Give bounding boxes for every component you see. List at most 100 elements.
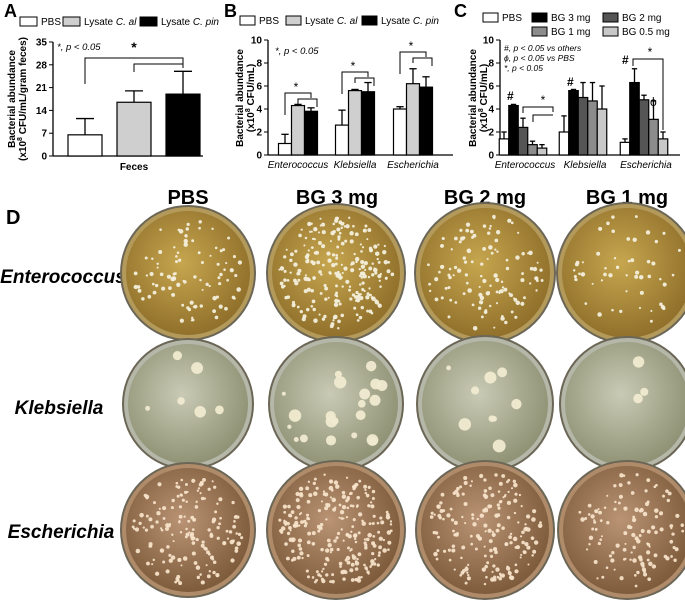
colony xyxy=(651,525,656,530)
colony xyxy=(596,577,599,580)
colony xyxy=(630,258,635,263)
colony xyxy=(180,478,184,482)
colony xyxy=(193,275,197,279)
colony xyxy=(178,520,181,524)
colony xyxy=(367,504,371,508)
colony xyxy=(358,268,361,271)
colony xyxy=(458,418,472,431)
colony xyxy=(526,545,531,550)
colony xyxy=(306,554,310,558)
chart-a-legend-swatch xyxy=(62,16,81,27)
colony xyxy=(290,510,295,515)
colony xyxy=(617,501,621,505)
colony xyxy=(491,570,494,574)
colony xyxy=(234,549,239,553)
colony xyxy=(531,554,534,557)
colony xyxy=(626,524,632,530)
colony xyxy=(520,301,525,306)
colony xyxy=(509,293,513,298)
colony xyxy=(626,237,631,241)
colony xyxy=(323,473,326,477)
colony xyxy=(281,391,286,396)
colony xyxy=(138,521,142,526)
chart-b-bracket xyxy=(297,98,318,107)
colony xyxy=(654,515,659,519)
plate-column-head-bg1: BG 1 mg xyxy=(585,187,669,209)
chart-b-bar xyxy=(277,142,293,156)
colony xyxy=(212,570,216,575)
colony xyxy=(467,573,470,577)
colony xyxy=(233,297,236,300)
colony xyxy=(493,575,497,579)
colony xyxy=(604,266,607,270)
colony xyxy=(387,548,390,551)
colony xyxy=(376,521,380,525)
chart-a-star: * xyxy=(131,39,137,55)
colony xyxy=(334,262,338,266)
colony xyxy=(436,549,440,553)
colony xyxy=(178,229,184,234)
colony xyxy=(634,215,638,219)
colony xyxy=(340,570,345,575)
colony xyxy=(447,273,451,277)
colony xyxy=(321,230,326,235)
colony xyxy=(640,387,649,396)
colony xyxy=(509,541,513,545)
colony xyxy=(177,258,182,262)
colony xyxy=(600,535,603,538)
colony xyxy=(523,296,526,300)
colony xyxy=(185,527,188,531)
colony xyxy=(515,300,521,306)
colony xyxy=(333,539,337,543)
colony xyxy=(134,527,140,532)
colony xyxy=(166,545,170,549)
colony xyxy=(525,514,531,519)
bar-charts-svg: A B C PBS Lysate C. al Lysate C. pin Bacter… xyxy=(4,1,680,173)
colony xyxy=(483,554,487,558)
colony xyxy=(622,547,627,552)
colony xyxy=(320,547,324,552)
colony xyxy=(465,228,470,233)
colony xyxy=(191,528,195,531)
colony xyxy=(186,222,190,227)
colony xyxy=(489,554,494,558)
chart-a-legend-swatch xyxy=(19,16,38,27)
colony xyxy=(365,295,370,300)
panel-label-c: C xyxy=(454,1,467,21)
colony xyxy=(651,261,656,266)
colony xyxy=(496,575,500,579)
colony xyxy=(665,489,669,493)
colony xyxy=(347,546,351,550)
chart-c-ytick-label: 10 xyxy=(483,36,495,47)
colony xyxy=(219,249,223,253)
colony xyxy=(176,485,181,489)
colony xyxy=(512,479,517,484)
colony xyxy=(176,494,180,498)
colony xyxy=(290,558,294,562)
colony xyxy=(351,293,356,297)
colony xyxy=(389,520,393,523)
colony xyxy=(316,524,321,529)
colony xyxy=(482,246,487,251)
colony xyxy=(506,515,511,520)
colony xyxy=(290,252,294,257)
colony xyxy=(289,271,292,274)
chart-c-bar xyxy=(596,108,608,156)
colony xyxy=(317,508,322,513)
colony xyxy=(376,563,380,567)
colony xyxy=(201,288,204,291)
colony xyxy=(171,292,176,297)
colony xyxy=(240,536,244,540)
colony xyxy=(470,480,473,483)
colony xyxy=(307,249,310,252)
colony xyxy=(524,523,527,526)
colony xyxy=(234,273,238,278)
colony xyxy=(350,578,355,582)
colony xyxy=(659,527,664,532)
chart-c-star: * xyxy=(541,93,546,107)
colony xyxy=(372,514,376,518)
colony xyxy=(452,529,455,533)
colony xyxy=(591,527,595,531)
colony xyxy=(448,558,452,562)
